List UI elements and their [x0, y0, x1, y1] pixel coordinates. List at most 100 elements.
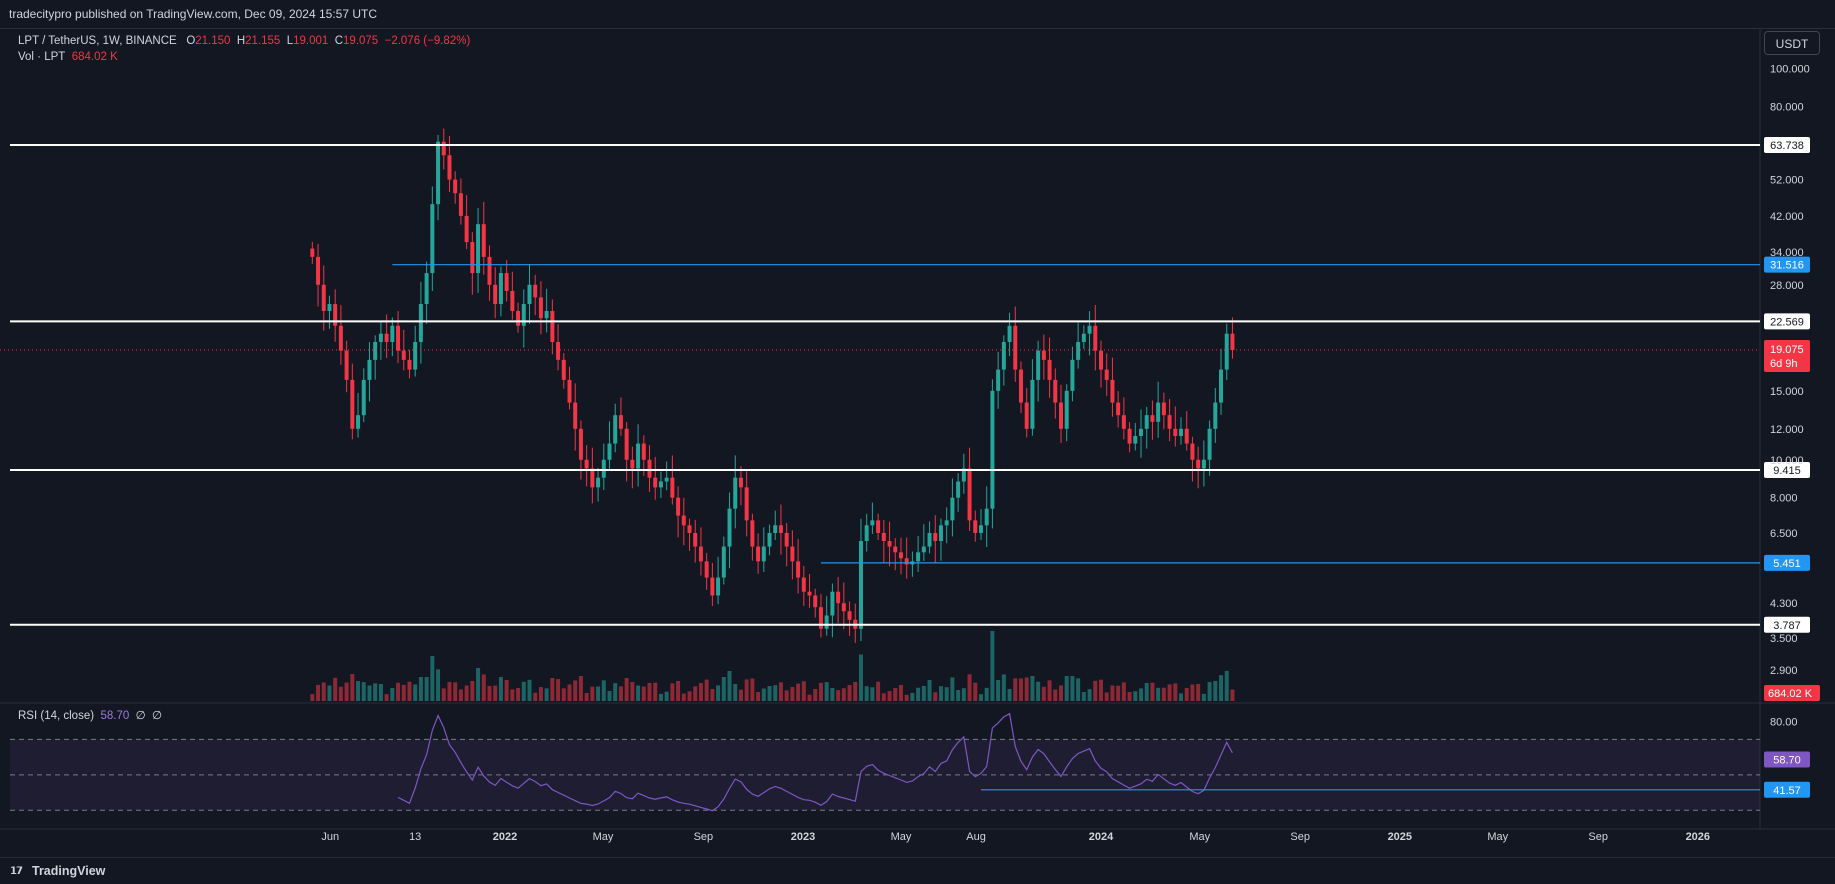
volume-bar: [516, 688, 521, 701]
candle-body: [384, 333, 389, 342]
symbol-name[interactable]: LPT / TetherUS, 1W, BINANCE: [18, 35, 177, 47]
candle-body: [476, 224, 481, 274]
volume-bar: [1144, 683, 1149, 701]
volume-label[interactable]: Vol · LPT: [18, 51, 66, 63]
time-tick-label[interactable]: 2026: [1686, 831, 1710, 843]
price-tick-label: 52.000: [1770, 175, 1804, 187]
candle-body: [978, 525, 983, 533]
time-tick-label[interactable]: May: [891, 831, 912, 843]
volume-badge-label: 684.02 K: [1768, 688, 1813, 700]
volume-bar: [938, 686, 943, 701]
volume-bar: [978, 694, 983, 701]
candle-body: [636, 443, 641, 469]
time-tick-label[interactable]: May: [593, 831, 614, 843]
candle-body: [1219, 369, 1224, 403]
volume-bar: [956, 690, 961, 701]
candle-body: [818, 607, 823, 629]
candle-body: [801, 577, 806, 592]
candle-body: [487, 256, 492, 285]
candle-body: [481, 224, 486, 257]
price-tick-label: 42.000: [1770, 211, 1804, 223]
candle-body: [721, 546, 726, 578]
candle-body: [693, 532, 698, 547]
volume-bar: [898, 684, 903, 701]
price-tick-label: 10.000: [1770, 455, 1804, 467]
candle-body: [1099, 350, 1103, 370]
volume-bar: [698, 683, 703, 701]
tradingview-logo-icon[interactable]: 𝟭𝟳: [10, 866, 23, 877]
candle-body: [464, 215, 469, 243]
volume-bar: [796, 683, 801, 701]
volume-bar: [984, 687, 989, 701]
volume-bar: [458, 689, 463, 701]
price-tick-label: 28.000: [1770, 280, 1804, 292]
candle-body: [698, 546, 703, 562]
price-axis[interactable]: 100.000 80.000 52.000 42.000 34.000 28.000 15.…: [1764, 63, 1820, 701]
candle-body: [1081, 333, 1086, 342]
time-tick-label[interactable]: Sep: [1588, 831, 1608, 843]
time-tick-label[interactable]: 2023: [791, 831, 815, 843]
volume-bar: [470, 681, 475, 701]
level-badge-label: 22.569: [1770, 316, 1804, 328]
candle-body: [556, 341, 561, 360]
currency-button[interactable]: USDT: [1764, 31, 1820, 55]
volume-bar: [1104, 692, 1109, 701]
candlesticks: [0, 128, 1760, 643]
volume-bar: [533, 692, 538, 701]
candle-body: [681, 515, 686, 526]
volume-bar: [424, 677, 429, 701]
volume-bar: [750, 678, 755, 701]
candle-body: [1156, 402, 1161, 422]
time-tick-label[interactable]: 13: [409, 831, 421, 843]
time-tick-label[interactable]: 2024: [1089, 831, 1114, 843]
volume-bar: [567, 684, 572, 701]
candle-body: [1001, 341, 1006, 370]
volume-bar: [1007, 689, 1012, 701]
volume-bar: [693, 686, 698, 701]
volume-bar: [1127, 692, 1132, 701]
volume-bar: [927, 680, 932, 701]
candle-body: [321, 284, 326, 311]
brand-name[interactable]: TradingView: [32, 864, 106, 878]
candle-body: [881, 532, 886, 541]
volume-bar: [618, 686, 623, 701]
volume-bar: [756, 692, 761, 701]
volume-bar: [973, 682, 978, 701]
volume-bar: [613, 683, 618, 701]
candle-body: [367, 359, 372, 380]
rsi-label[interactable]: RSI (14, close): [18, 710, 95, 722]
time-tick-label[interactable]: Sep: [1290, 831, 1310, 843]
candle-body: [441, 141, 446, 156]
time-tick-label[interactable]: 2022: [493, 831, 517, 843]
volume-bar: [333, 677, 338, 701]
candle-body: [436, 141, 441, 205]
volume-bar: [521, 681, 526, 701]
time-tick-label[interactable]: May: [1189, 831, 1210, 843]
volume-bar: [310, 694, 315, 701]
high-value: 21.155: [245, 35, 281, 47]
volume-bar: [704, 679, 709, 701]
horizontal-levels[interactable]: 63.738 31.516 22.569 9.415 5.451 3.787: [10, 137, 1810, 633]
candle-body: [361, 379, 366, 416]
time-tick-label[interactable]: May: [1487, 831, 1508, 843]
volume-bar: [864, 686, 869, 701]
candle-body: [333, 304, 338, 326]
time-tick-label[interactable]: 2025: [1388, 831, 1412, 843]
candle-body: [670, 477, 675, 498]
candle-body: [733, 477, 738, 509]
time-tick-label[interactable]: Aug: [966, 831, 986, 843]
time-axis[interactable]: Jun 13 2022 May Sep 2023 May Aug 2024 May Sep 2025 M…: [321, 831, 1710, 843]
rsi-badge-label: 41.57: [1773, 785, 1801, 797]
volume-bar: [1150, 682, 1155, 701]
time-tick-label[interactable]: Sep: [694, 831, 714, 843]
candle-body: [864, 525, 869, 541]
volume-bar: [573, 680, 578, 701]
time-tick-label[interactable]: Jun: [321, 831, 339, 843]
candle-body: [624, 428, 629, 460]
low-value: 19.001: [293, 35, 329, 47]
volume-bar: [447, 682, 452, 701]
candle-body: [578, 428, 583, 460]
volume-bar: [744, 679, 749, 701]
volume-bar: [1219, 675, 1224, 701]
